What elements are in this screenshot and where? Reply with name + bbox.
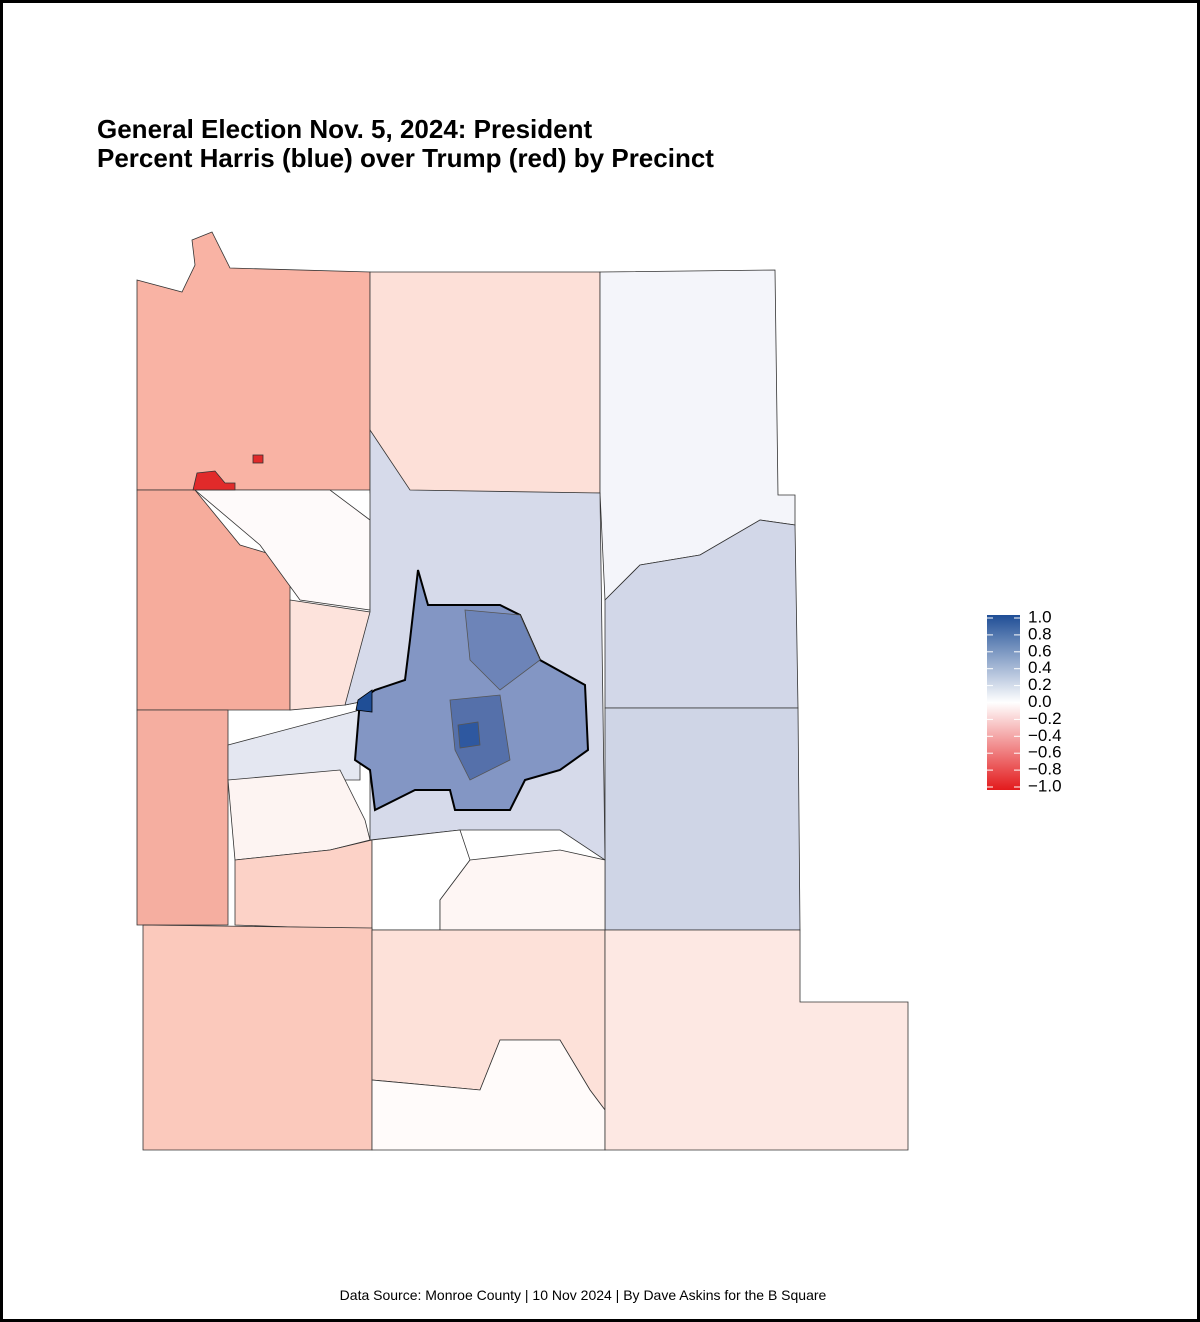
precinct [604,707,801,931]
precinct [252,454,264,464]
precinct [192,470,236,491]
tick-label: 0.2 [1028,675,1052,694]
precinct [142,924,373,1151]
tick-label: 0.4 [1028,658,1052,677]
precinct [369,271,601,494]
caption: Data Source: Monroe County | 10 Nov 2024… [340,1287,827,1303]
title-line2: Percent Harris (blue) over Trump (red) b… [97,143,714,173]
precinct [227,709,361,781]
tick-label: 1.0 [1028,607,1052,626]
precinct [457,721,481,749]
precinct [604,929,909,1151]
precinct [136,709,229,926]
tick-label: −0.6 [1028,743,1062,762]
city [353,569,590,812]
title-line1: General Election Nov. 5, 2024: President [97,114,592,144]
precinct [464,609,541,691]
precinct [371,1039,606,1151]
precinct [449,694,511,781]
tick-label: −0.8 [1028,760,1062,779]
tick-label: 0.8 [1028,624,1052,643]
tick-label: 0.0 [1028,692,1052,711]
tick-label: 0.6 [1028,641,1052,660]
tick-label: −0.2 [1028,709,1062,728]
precinct [355,689,373,713]
tick-label: −1.0 [1028,776,1062,795]
tick-label: −0.4 [1028,726,1062,745]
